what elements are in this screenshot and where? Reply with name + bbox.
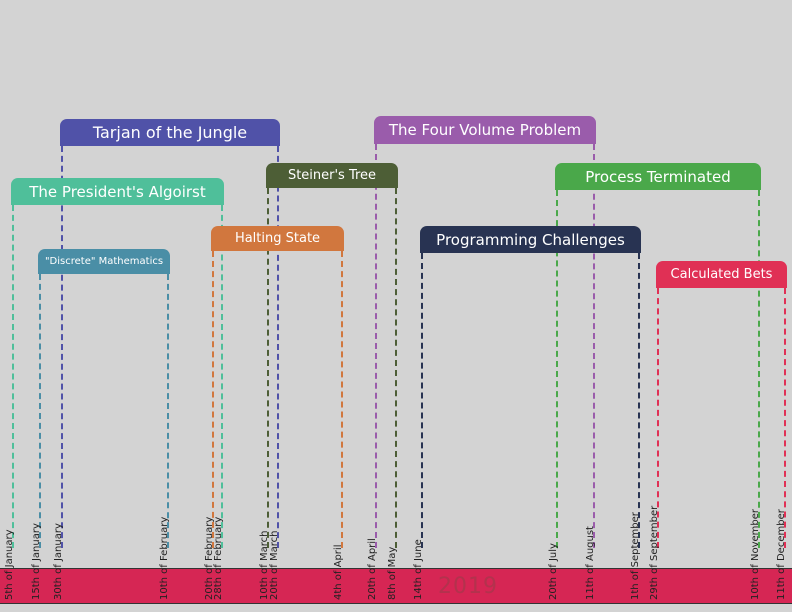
event-start-line — [61, 146, 63, 548]
event-programming[interactable]: Programming Challenges — [420, 226, 641, 253]
date-label: 14th of June — [413, 539, 424, 600]
event-label: Steiner's Tree — [266, 163, 398, 188]
date-label: 20th of March — [269, 530, 280, 600]
date-label: 5th of January — [4, 529, 15, 600]
date-label: 29th of September — [649, 505, 660, 600]
year-label: 2019 — [438, 574, 498, 599]
date-label: 11th of August — [585, 526, 596, 600]
date-label: 15th of January — [31, 523, 42, 600]
event-start-line — [657, 288, 659, 548]
event-start-line — [267, 188, 269, 548]
date-label: 28th of February — [213, 516, 224, 600]
event-start-line — [12, 205, 14, 548]
event-president[interactable]: The President's Algoirst — [11, 178, 224, 205]
event-label: The President's Algoirst — [11, 178, 224, 205]
event-start-line — [556, 190, 558, 548]
event-four-volume[interactable]: The Four Volume Problem — [374, 116, 596, 144]
event-steiner[interactable]: Steiner's Tree — [266, 163, 398, 188]
event-label: Calculated Bets — [656, 261, 787, 288]
event-end-line — [638, 253, 640, 548]
date-label: 20th of July — [548, 543, 559, 600]
date-label: 20th of April — [367, 538, 378, 600]
event-end-line — [593, 144, 595, 548]
date-label: 11th of December — [776, 509, 787, 600]
event-start-line — [39, 274, 41, 548]
event-end-line — [758, 190, 760, 548]
event-end-line — [341, 251, 343, 548]
event-process[interactable]: Process Terminated — [555, 163, 761, 190]
event-end-line — [167, 274, 169, 548]
date-label: 8th of May — [387, 546, 398, 600]
date-label: 4th of April — [333, 544, 344, 600]
date-label: 10th of February — [159, 516, 170, 600]
event-start-line — [375, 144, 377, 548]
event-label: Programming Challenges — [420, 226, 641, 253]
event-end-line — [277, 146, 279, 548]
event-label: "Discrete" Mathematics — [38, 249, 170, 274]
event-calculated[interactable]: Calculated Bets — [656, 261, 787, 288]
event-label: Process Terminated — [555, 163, 761, 190]
event-label: Tarjan of the Jungle — [60, 119, 280, 146]
event-tarjan[interactable]: Tarjan of the Jungle — [60, 119, 280, 146]
event-end-line — [784, 288, 786, 548]
event-start-line — [421, 253, 423, 548]
date-label: 10th of November — [750, 508, 761, 600]
date-label: 1th of September — [630, 512, 641, 600]
event-label: The Four Volume Problem — [374, 116, 596, 144]
event-label: Halting State — [211, 226, 344, 251]
year-bar — [0, 568, 792, 604]
event-discrete[interactable]: "Discrete" Mathematics — [38, 249, 170, 274]
event-end-line — [395, 188, 397, 548]
event-end-line — [221, 205, 223, 548]
date-label: 30th of January — [53, 523, 64, 600]
event-halting[interactable]: Halting State — [211, 226, 344, 251]
event-start-line — [212, 251, 214, 548]
